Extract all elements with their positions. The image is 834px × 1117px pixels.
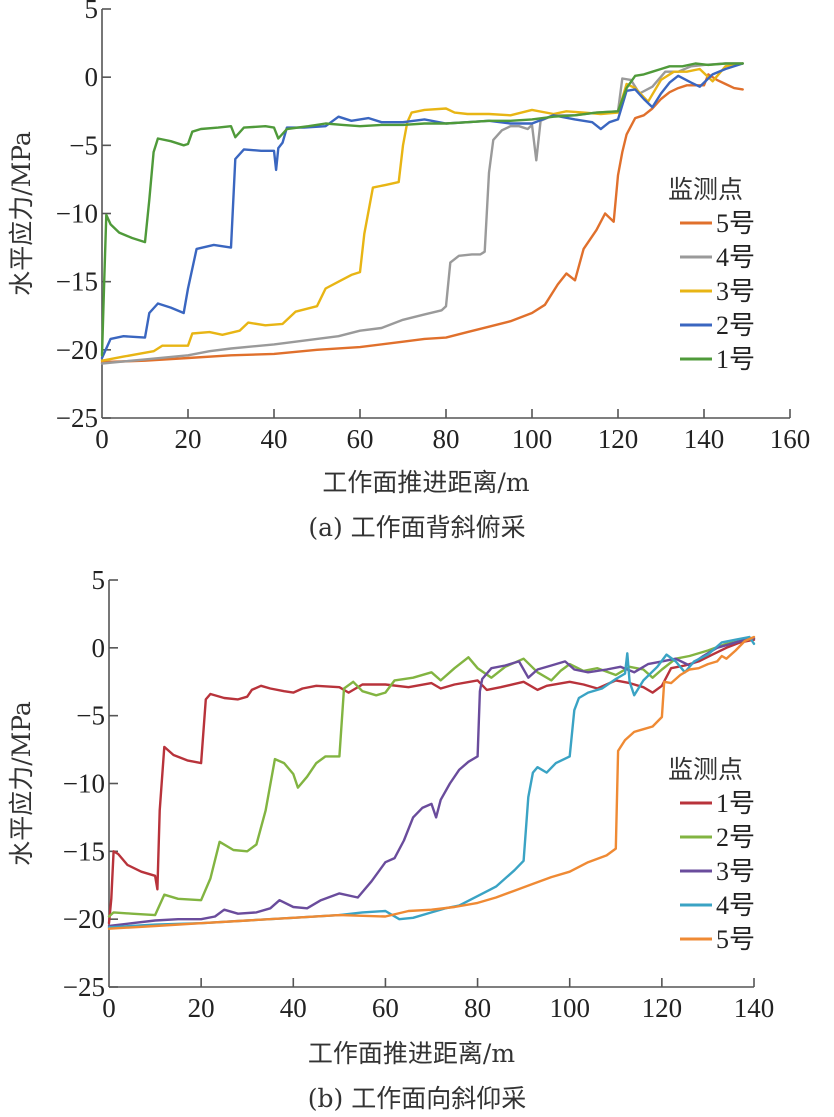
y-tick-label: −5 — [76, 701, 105, 731]
x-tick-label: 0 — [102, 993, 116, 1023]
panel-b: 50−5−10−15−20−250 20 40 60 80 100 120 140工作面推进距… — [7, 565, 774, 1113]
series-line-2号 — [107, 637, 756, 918]
legend-label: 2号 — [716, 311, 755, 340]
x-tick-label: 100 — [549, 993, 590, 1023]
panel-caption: (a) 工作面背斜俯采 — [308, 513, 525, 542]
series-line-1号 — [100, 62, 744, 357]
series-line-5号 — [100, 73, 744, 364]
x-tick-label: 40 — [280, 993, 307, 1023]
series-line-4号 — [107, 635, 756, 929]
x-tick-label: 120 — [642, 993, 683, 1023]
x-tick-label: 100 — [512, 424, 553, 454]
y-tick-label: −20 — [56, 335, 98, 365]
y-tick-label: −15 — [63, 836, 105, 866]
x-tick-label: 60 — [372, 993, 399, 1023]
x-axis-title: 工作面推进距离/m — [308, 1039, 515, 1068]
y-tick-label: −20 — [63, 904, 105, 934]
x-tick-label: 60 — [347, 424, 374, 454]
x-tick-label: 80 — [464, 993, 491, 1023]
legend-label: 4号 — [716, 891, 755, 920]
x-tick-label: 140 — [684, 424, 725, 454]
y-tick-label: −10 — [63, 769, 105, 799]
panel-caption: (b) 工作面向斜仰采 — [308, 1084, 526, 1113]
legend-label: 5号 — [716, 925, 755, 954]
x-tick-label: 0 — [95, 424, 109, 454]
y-axis-title: 水平应力/MPa — [7, 701, 36, 866]
legend-label: 1号 — [716, 789, 755, 818]
x-tick-label: 140 — [734, 993, 775, 1023]
y-tick-label: −15 — [56, 267, 98, 297]
series-line-1号 — [107, 638, 756, 925]
legend-title: 监测点 — [668, 755, 743, 784]
legend-label: 1号 — [716, 345, 755, 374]
x-tick-label: 120 — [598, 424, 639, 454]
x-tick-label: 20 — [188, 993, 215, 1023]
x-tick-label: 20 — [175, 424, 202, 454]
y-tick-label: −25 — [63, 972, 105, 1002]
x-tick-label: 40 — [261, 424, 288, 454]
y-tick-label: −10 — [56, 199, 98, 229]
y-tick-label: 5 — [92, 565, 106, 595]
y-tick-label: 0 — [85, 62, 99, 92]
x-tick-label: 160 — [770, 424, 811, 454]
x-tick-label: 80 — [433, 424, 460, 454]
y-tick-label: 0 — [92, 633, 106, 663]
legend-label: 4号 — [716, 243, 755, 272]
x-axis-title: 工作面推进距离/m — [322, 468, 529, 497]
legend-label: 2号 — [716, 823, 755, 852]
series-line-3号 — [107, 637, 756, 928]
legend-label: 5号 — [716, 209, 755, 238]
y-axis-title: 水平应力/MPa — [7, 131, 36, 296]
series-line-2号 — [100, 62, 744, 360]
y-tick-label: −5 — [69, 130, 98, 160]
y-tick-label: 5 — [85, 0, 99, 24]
y-tick-label: −25 — [56, 403, 98, 433]
panel-a: 50−5−10−15−20−250 20 40 60 80 100 120 140 160工作面… — [7, 0, 810, 542]
series-line-4号 — [100, 62, 744, 365]
legend-label: 3号 — [716, 277, 755, 306]
series-line-5号 — [107, 635, 756, 930]
legend-title: 监测点 — [668, 175, 743, 204]
legend-label: 3号 — [716, 857, 755, 886]
